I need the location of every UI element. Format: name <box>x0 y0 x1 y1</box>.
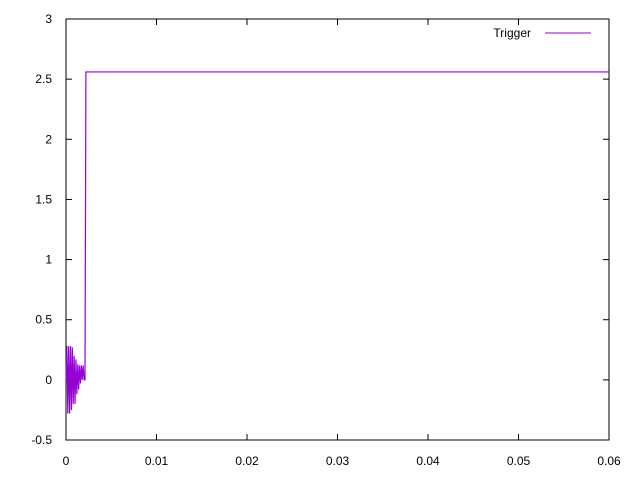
y-tick-label: 0.5 <box>35 313 52 327</box>
y-tick-label: 1 <box>45 253 52 267</box>
x-tick-label: 0.03 <box>326 454 350 468</box>
x-tick-label: 0.05 <box>507 454 531 468</box>
y-tick-label: 2.5 <box>35 72 52 86</box>
x-tick-label: 0.04 <box>416 454 440 468</box>
x-tick-label: 0.02 <box>235 454 259 468</box>
y-tick-label: 0 <box>45 373 52 387</box>
y-tick-label: 2 <box>45 132 52 146</box>
x-tick-label: 0.01 <box>145 454 169 468</box>
x-tick-label: 0 <box>63 454 70 468</box>
y-tick-label: 3 <box>45 12 52 26</box>
plot-border <box>65 18 610 441</box>
x-tick-label: 0.06 <box>597 454 621 468</box>
y-tick-label: 1.5 <box>35 192 52 206</box>
series-line-trigger <box>65 71 609 414</box>
y-tick-label: -0.5 <box>31 433 52 447</box>
legend: Trigger <box>493 26 591 40</box>
legend-label: Trigger <box>493 26 531 40</box>
